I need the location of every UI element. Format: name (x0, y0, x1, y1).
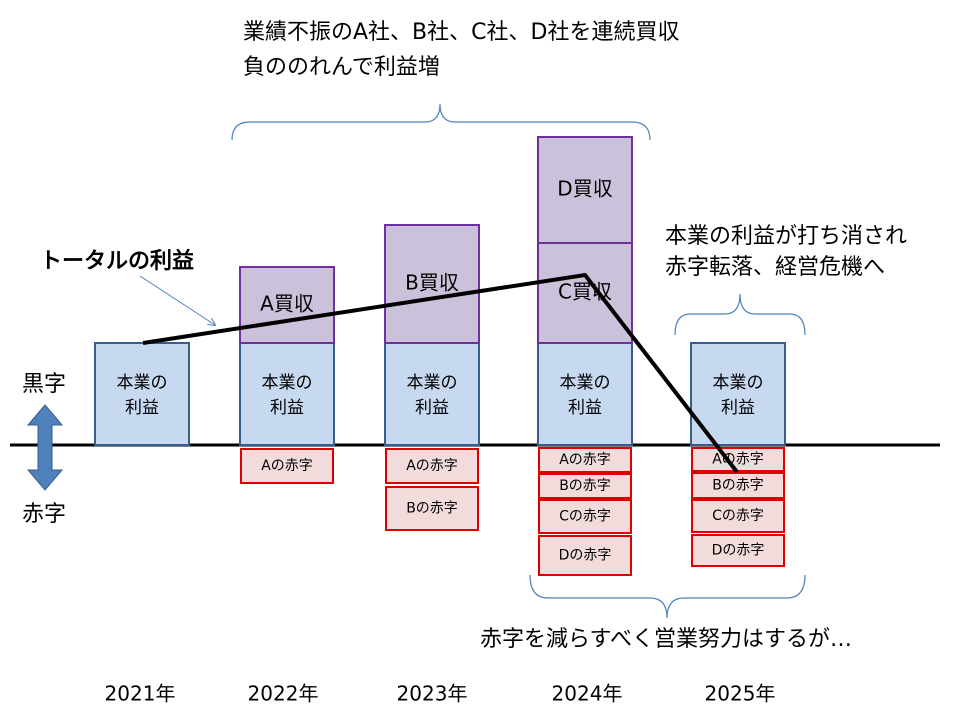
header-line: 負ののれんで利益増 (243, 55, 440, 80)
year-label: 2022年 (248, 682, 319, 706)
acquisition-label: A買収 (260, 292, 314, 316)
core-profit-label: 利益 (415, 398, 449, 418)
loss-box (538, 499, 632, 534)
loss-label: Bの赤字 (406, 501, 458, 517)
core-profit-box (94, 342, 190, 446)
total-line (142, 272, 739, 474)
acquisition-label: D買収 (557, 177, 612, 201)
bottom-note: 赤字を減らすべく営業努力はするが… (480, 627, 852, 652)
core-profit-label: 利益 (721, 398, 755, 418)
core-profit-box (384, 342, 480, 446)
total-label: トータルの利益 (40, 248, 194, 274)
core-profit-label: 利益 (125, 398, 159, 418)
loss-box (538, 473, 632, 499)
loss-label: Bの赤字 (712, 478, 764, 494)
double-arrow (26, 404, 64, 491)
loss-box (385, 486, 479, 531)
loss-box (240, 448, 334, 484)
core-profit-label: 本業の (407, 373, 458, 393)
header-line: 業績不振のA社、B社、C社、D社を連続買収 (243, 20, 679, 45)
loss-box (691, 534, 785, 567)
core-profit-label: 本業の (262, 373, 313, 393)
year-label: 2021年 (105, 682, 176, 706)
core-profit-label: 本業の (560, 373, 611, 393)
core-profit-box (239, 342, 335, 446)
right-note-line: 本業の利益が打ち消され (665, 224, 907, 249)
loss-label: Aの赤字 (559, 452, 611, 468)
year-label: 2023年 (397, 682, 468, 706)
loss-label: 赤字 (22, 502, 66, 527)
brace (529, 574, 806, 619)
core-profit-box (690, 342, 786, 446)
brace (674, 293, 806, 336)
year-label: 2025年 (705, 682, 776, 706)
acquisition-label: B買収 (405, 271, 459, 295)
loss-box (538, 535, 632, 576)
loss-box (691, 499, 785, 533)
core-profit-label: 本業の (117, 373, 168, 393)
loss-label: Dの赤字 (559, 548, 612, 564)
acquisition-box (537, 136, 633, 244)
core-profit-label: 本業の (713, 373, 764, 393)
loss-label: Aの赤字 (712, 452, 764, 468)
acquisition-box (384, 224, 480, 344)
callout-arrow (139, 275, 215, 325)
profit-label: 黒字 (22, 372, 66, 397)
brace (231, 103, 651, 141)
columns: 2021年 本業の利益 2022年 本業の利益 A買収 Aの赤字 2023年 本業の利益 B買収… (94, 136, 786, 706)
loss-box (691, 472, 785, 499)
loss-label: Dの赤字 (712, 543, 765, 559)
loss-label: Cの赤字 (559, 509, 611, 525)
loss-label: Aの赤字 (406, 458, 458, 474)
core-profit-label: 利益 (568, 398, 602, 418)
core-profit-box (537, 342, 633, 446)
loss-box (538, 447, 632, 473)
right-note-line: 赤字転落、経営危機へ (665, 255, 885, 280)
acquisition-box (239, 266, 335, 344)
core-profit-label: 利益 (270, 398, 304, 418)
loss-label: Cの赤字 (712, 508, 764, 524)
year-label: 2024年 (552, 682, 623, 706)
acquisition-box (537, 242, 633, 344)
loss-label: Aの赤字 (261, 458, 313, 474)
loss-box (385, 448, 479, 484)
loss-label: Bの赤字 (559, 478, 611, 494)
